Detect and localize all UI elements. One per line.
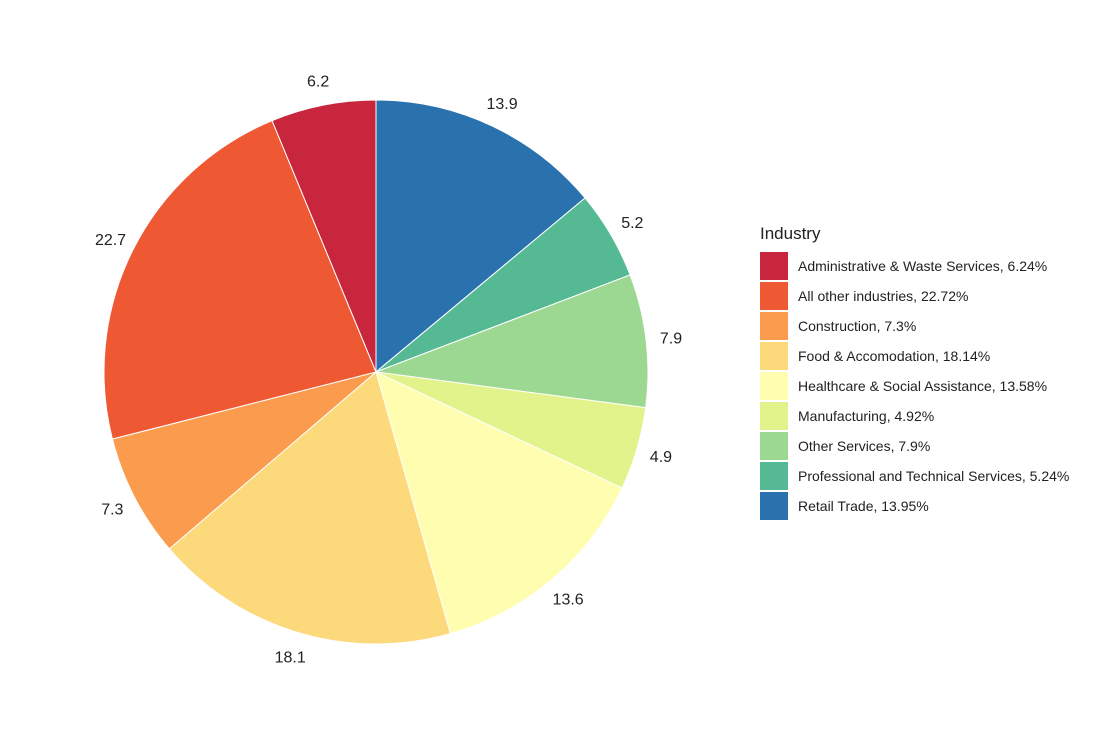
- legend-item: Food & Accomodation, 18.14%: [760, 341, 1069, 371]
- legend-key: [760, 282, 788, 310]
- slice-label: 7.9: [660, 330, 682, 347]
- legend-item: All other industries, 22.72%: [760, 281, 1069, 311]
- slice-label: 13.6: [553, 591, 584, 608]
- legend-title: Industry: [760, 224, 821, 243]
- legend-label: Manufacturing, 4.92%: [798, 408, 935, 424]
- legend-key: [760, 342, 788, 370]
- legend-item: Retail Trade, 13.95%: [760, 491, 1069, 521]
- pie-slice: [271, 99, 377, 373]
- slice-label: 5.2: [621, 215, 643, 232]
- legend-key: [760, 372, 788, 400]
- legend-item: Other Services, 7.9%: [760, 431, 1069, 461]
- legend-label: Healthcare & Social Assistance, 13.58%: [798, 378, 1048, 394]
- pie-slice: [375, 371, 623, 635]
- pie-slice: [168, 371, 451, 645]
- legend-key: [760, 462, 788, 490]
- legend: Industry Administrative & Waste Services…: [760, 224, 1069, 521]
- legend-label: All other industries, 22.72%: [798, 288, 969, 304]
- pie-slice: [103, 119, 377, 440]
- legend-key: [760, 492, 788, 520]
- slice-label: 22.7: [95, 232, 126, 249]
- legend-label: Administrative & Waste Services, 6.24%: [798, 258, 1048, 274]
- legend-label: Professional and Technical Services, 5.2…: [798, 468, 1070, 484]
- legend-key: [760, 402, 788, 430]
- legend-item: Healthcare & Social Assistance, 13.58%: [760, 371, 1069, 401]
- slice-label: 7.3: [101, 502, 123, 519]
- legend-item: Professional and Technical Services, 5.2…: [760, 461, 1069, 491]
- legend-item: Construction, 7.3%: [760, 311, 1069, 341]
- legend-label: Food & Accomodation, 18.14%: [798, 348, 991, 364]
- legend-label: Other Services, 7.9%: [798, 438, 931, 454]
- legend-key: [760, 432, 788, 460]
- pie-slice: [375, 99, 586, 374]
- legend-item: Manufacturing, 4.92%: [760, 401, 1069, 431]
- slice-label: 18.1: [275, 649, 306, 666]
- legend-label: Construction, 7.3%: [798, 318, 917, 334]
- legend-item: Administrative & Waste Services, 6.24%: [760, 251, 1069, 281]
- legend-key: [760, 312, 788, 340]
- legend-key: [760, 252, 788, 280]
- legend-label: Retail Trade, 13.95%: [798, 498, 929, 514]
- pie-slice: [111, 371, 377, 550]
- pie-slice: [375, 274, 649, 409]
- slice-label: 13.9: [486, 96, 517, 113]
- slice-label: 4.9: [650, 449, 672, 466]
- slice-label: 6.2: [307, 74, 329, 91]
